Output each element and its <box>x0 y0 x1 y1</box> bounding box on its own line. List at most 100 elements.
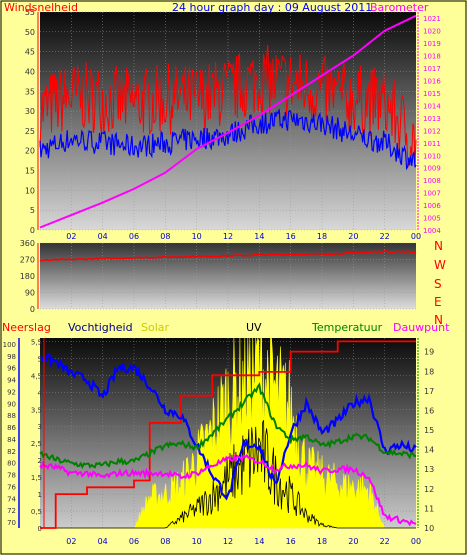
x-tick-label: 22 <box>380 232 390 241</box>
solar-label: Solar <box>141 321 170 334</box>
x-tick-label: 16 <box>286 232 296 241</box>
uv-label: UV <box>246 321 262 334</box>
rain-tick-label: 4 <box>38 389 43 397</box>
humidity-tick-label: 80 <box>7 460 16 468</box>
rain-tick-label: 0 <box>38 525 42 533</box>
x-tick-label: 02 <box>66 537 76 546</box>
climate-panel-marks <box>39 337 417 529</box>
humidity-tick-label: 86 <box>7 424 16 432</box>
x-tick-label: 02 <box>66 232 76 241</box>
x-tick-label: 10 <box>192 232 202 241</box>
wind-average-series <box>39 109 417 171</box>
wind-tick-label: 35 <box>25 87 35 96</box>
x-tick-label: 00 <box>411 537 421 546</box>
wind-direction-series <box>39 249 417 262</box>
dewpoint-label: Dauwpunt <box>393 321 450 334</box>
barometer-tick-label: 1009 <box>423 165 441 173</box>
temperature-tick-label: 11 <box>424 504 434 513</box>
rain-tick-label: 2 <box>38 457 42 465</box>
barometer-tick-label: 1016 <box>423 78 441 86</box>
x-tick-label: 14 <box>254 232 264 241</box>
x-tick-label: 08 <box>160 232 170 241</box>
humidity-tick-label: 84 <box>7 436 16 444</box>
wind-tick-label: 50 <box>25 28 35 37</box>
barometer-tick-label: 1012 <box>423 127 441 135</box>
wind-tick-label: 10 <box>25 186 35 195</box>
humidity-tick-label: 70 <box>7 519 16 527</box>
uv-series <box>40 420 416 529</box>
humidity-tick-label: 72 <box>7 507 16 515</box>
humidity-tick-label: 90 <box>7 400 16 408</box>
x-tick-label: 10 <box>192 537 202 546</box>
wind-tick-label: 45 <box>25 48 35 57</box>
rain-axis: 0 0,5 1 1,5 2 2,5 3 3,5 4 4,5 5 5,5 <box>31 338 45 533</box>
wind-tick-label: 5 <box>30 206 35 215</box>
barometer-tick-label: 1018 <box>423 53 441 61</box>
barometer-tick-label: 1014 <box>423 102 441 110</box>
humidity-tick-label: 76 <box>7 483 16 491</box>
compass-letter: N <box>434 239 443 253</box>
barometer-tick-label: 1013 <box>423 115 441 123</box>
temperature-tick-label: 12 <box>424 485 434 494</box>
humidity-tick-label: 98 <box>7 353 16 361</box>
wind-tick-label: 25 <box>25 127 35 136</box>
x-tick-label: 04 <box>98 232 108 241</box>
humidity-axis: 70 72 74 76 78 80 82 84 86 88 90 92 94 96 98 100 <box>3 338 20 528</box>
x-tick-label: 14 <box>254 537 264 546</box>
rain-tick-label: 0,5 <box>31 508 42 516</box>
barometer-tick-label: 1005 <box>423 215 441 223</box>
wind-tick-label: 0 <box>30 226 35 235</box>
barometer-tick-label: 1020 <box>423 28 441 36</box>
compass-letter: S <box>434 277 442 291</box>
direction-panel-marks <box>39 249 417 262</box>
barometer-tick-label: 1017 <box>423 65 441 73</box>
humidity-label: Vochtigheid <box>68 321 133 334</box>
rain-tick-label: 4,5 <box>31 372 42 380</box>
x-tick-label: 20 <box>348 232 358 241</box>
x-tick-label: 22 <box>380 537 390 546</box>
x-tick-label: 06 <box>129 232 139 241</box>
wind-tick-label: 15 <box>25 167 35 176</box>
x-tick-label: 12 <box>223 537 233 546</box>
wind-tick-label: 40 <box>25 67 35 76</box>
direction-tick-label: 0 <box>30 305 35 314</box>
temperature-tick-label: 16 <box>424 406 434 415</box>
barometer-right-axis: 1004 1005 1006 1007 1008 1009 1010 1011 1012 1013… <box>417 12 441 235</box>
x-tick-label: 08 <box>160 537 170 546</box>
humidity-tick-label: 74 <box>7 495 16 503</box>
direction-tick-label: 90 <box>25 289 35 298</box>
temperature-tick-label: 17 <box>424 387 434 396</box>
direction-tick-label: 360 <box>20 239 35 248</box>
climate-x-axis: 02 04 06 08 10 12 14 16 18 20 22 00 <box>66 537 421 546</box>
wind-left-axis: 0 5 10 15 20 25 30 35 40 45 50 55 <box>25 8 39 235</box>
direction-tick-label: 270 <box>20 256 35 265</box>
barometer-tick-label: 1019 <box>423 40 441 48</box>
barometer-tick-label: 1008 <box>423 177 441 185</box>
humidity-tick-label: 100 <box>3 341 16 349</box>
barometer-tick-label: 1006 <box>423 202 441 210</box>
temperature-tick-label: 14 <box>424 446 434 455</box>
x-tick-label: 18 <box>317 537 327 546</box>
humidity-tick-label: 78 <box>7 472 16 480</box>
humidity-tick-label: 92 <box>7 388 16 396</box>
rain-tick-label: 5,5 <box>31 338 42 346</box>
temperature-tick-label: 13 <box>424 465 434 474</box>
wind-x-axis: 02 04 06 08 10 12 14 16 18 20 22 00 <box>66 232 421 241</box>
wind-panel-marks <box>39 14 417 229</box>
barometer-series <box>39 14 417 229</box>
humidity-tick-label: 94 <box>7 377 16 385</box>
temperature-tick-label: 10 <box>424 524 434 533</box>
barometer-tick-label: 1011 <box>423 140 441 148</box>
humidity-tick-label: 82 <box>7 448 16 456</box>
graph-title: 24 hour graph day : 09 August 2011 <box>172 1 372 14</box>
barometer-tick-label: 1004 <box>423 227 441 235</box>
x-tick-label: 12 <box>223 232 233 241</box>
wind-axis-label: Windsnelheid <box>4 1 78 14</box>
direction-left-axis: 0 90 180 270 360 <box>20 239 39 314</box>
x-tick-label: 04 <box>98 537 108 546</box>
temperature-axis: 10 11 12 13 14 15 16 17 18 19 <box>417 338 434 533</box>
rain-tick-label: 3 <box>38 423 42 431</box>
barometer-tick-label: 1010 <box>423 152 441 160</box>
